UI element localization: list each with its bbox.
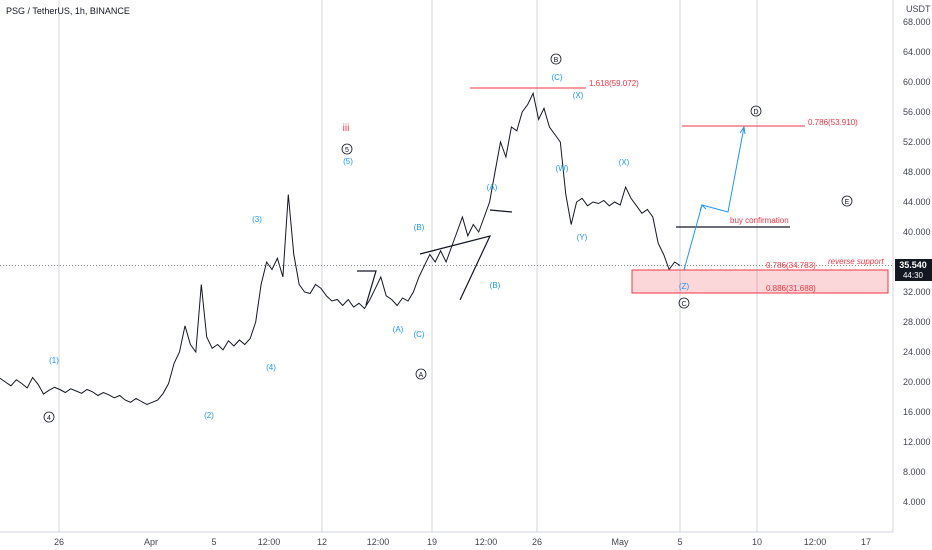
x-tick-label: 10 xyxy=(752,537,762,547)
wave-label-blue: (A) xyxy=(393,325,404,334)
x-tick-label: 12:00 xyxy=(258,537,281,547)
wave-blue-labels: (1) (2) (3) (4) (5) (A) (B) (C) (A) (B) … xyxy=(49,73,689,420)
projection-arrowhead-2 xyxy=(739,125,746,135)
svg-text:E: E xyxy=(845,199,850,206)
wave-label-blue: (B) xyxy=(490,281,501,290)
y-tick-label: 20.000 xyxy=(903,377,931,387)
wave-label-blue: (1) xyxy=(49,356,59,365)
y-tick-label: 32.000 xyxy=(903,287,931,297)
x-tick-label: Apr xyxy=(144,537,158,547)
x-tick-label: 26 xyxy=(532,537,542,547)
x-tick-label: 12:00 xyxy=(475,537,498,547)
time-axis[interactable]: 26 Apr 5 12:00 12 12:00 19 12:00 26 May 5 10 12:00 17 xyxy=(54,537,871,547)
wave-roman-iii: iii xyxy=(343,123,350,134)
x-tick-label: 26 xyxy=(54,537,64,547)
x-tick-label: 19 xyxy=(427,537,437,547)
y-tick-label: 4.000 xyxy=(903,497,926,507)
wave-label-blue: (Y) xyxy=(577,233,588,242)
y-tick-label: 56.000 xyxy=(903,107,931,117)
wave-label-blue: (Z) xyxy=(679,282,690,291)
wave-circle: E xyxy=(841,195,853,207)
buy-confirmation-label: buy confirmation xyxy=(730,216,789,225)
y-tick-label: 52.000 xyxy=(903,137,931,147)
currency-label: USDT xyxy=(906,4,931,14)
svg-text:4: 4 xyxy=(47,415,51,422)
fib-0786-top-label: 0.786(53.910) xyxy=(808,118,858,127)
y-tick-label: 8.000 xyxy=(903,467,926,477)
wave-label-blue: (W) xyxy=(556,164,569,173)
x-tick-label: 5 xyxy=(211,537,216,547)
wave-circled-labels: 4 A 5 B C D E xyxy=(43,53,853,423)
wave-label-blue: (X) xyxy=(573,91,584,100)
y-tick-label: 40.000 xyxy=(903,227,931,237)
projection-path xyxy=(683,126,745,271)
price-axis[interactable]: 68.000 64.000 60.000 56.000 52.000 48.000 44.0… xyxy=(903,17,931,507)
wave-label-blue: (C) xyxy=(413,330,424,339)
x-tick-label: 5 xyxy=(677,537,682,547)
wave-circle: B xyxy=(550,53,562,65)
vertical-grid xyxy=(58,0,758,532)
y-tick-label: 12.000 xyxy=(903,437,931,447)
y-tick-label: 16.000 xyxy=(903,407,931,417)
y-tick-label: 60.000 xyxy=(903,77,931,87)
fib-0786-bottom-label: 0.786(34.783) xyxy=(766,261,816,270)
wave-label-blue: (5) xyxy=(343,157,353,166)
wave-label-blue: (A) xyxy=(487,183,498,192)
wave-circle: C xyxy=(678,297,690,309)
fib-1618-label: 1.618(59.072) xyxy=(589,79,639,88)
y-tick-label: 24.000 xyxy=(903,347,931,357)
y-tick-label: 64.000 xyxy=(903,47,931,57)
reverse-support-label: reverse support xyxy=(828,257,884,266)
x-tick-label: 17 xyxy=(861,537,871,547)
svg-text:D: D xyxy=(753,109,758,116)
chart-title: PSG / TetherUS, 1h, BINANCE xyxy=(6,6,130,16)
svg-text:5: 5 xyxy=(345,147,349,154)
support-zone xyxy=(631,269,889,294)
wave-circle: D xyxy=(750,105,762,117)
wave-circle: A xyxy=(415,368,427,380)
current-price: 35.540 xyxy=(899,260,927,270)
wave-label-blue: (3) xyxy=(252,215,262,224)
x-tick-label: 12:00 xyxy=(804,537,827,547)
y-tick-label: 68.000 xyxy=(903,17,931,27)
svg-text:C: C xyxy=(681,301,686,308)
y-tick-label: 48.000 xyxy=(903,167,931,177)
fib-0886-label: 0.886(31.688) xyxy=(766,284,816,293)
current-price-tag: 35.540 44:30 xyxy=(895,259,932,281)
wave-label-blue: (X) xyxy=(619,158,630,167)
candle-countdown: 44:30 xyxy=(903,271,924,280)
wave-label-blue: (2) xyxy=(204,411,214,420)
pattern-lines xyxy=(357,209,513,306)
projection-arrowhead-1 xyxy=(699,204,707,211)
y-tick-label: 28.000 xyxy=(903,317,931,327)
wave-label-blue: (4) xyxy=(266,363,276,372)
price-series-line xyxy=(0,91,681,406)
x-tick-label: 12:00 xyxy=(367,537,390,547)
svg-text:A: A xyxy=(419,372,424,379)
svg-text:B: B xyxy=(554,57,559,64)
x-tick-label: 12 xyxy=(317,537,327,547)
wave-label-blue: (B) xyxy=(414,223,425,232)
wave-circle: 5 xyxy=(341,143,353,155)
x-tick-label: May xyxy=(611,537,629,547)
wave-circle: 4 xyxy=(43,411,55,423)
wave-label-blue: (C) xyxy=(551,73,562,82)
y-tick-label: 44.000 xyxy=(903,197,931,207)
